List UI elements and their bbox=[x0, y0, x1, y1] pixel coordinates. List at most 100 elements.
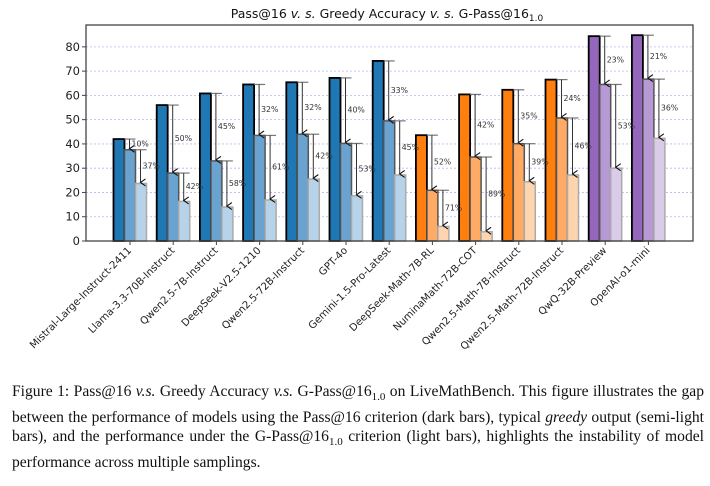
bar-semi-light bbox=[555, 117, 569, 242]
y-tick-label: 50 bbox=[65, 113, 80, 127]
bar-semi-light bbox=[598, 83, 612, 242]
drop-label: 23% bbox=[607, 55, 624, 64]
bar-light bbox=[653, 137, 666, 242]
drop-arrows: 10% 37% 50% 42% 45% 58% 32% 61% 32% 42% 40% 53% 33% 4… bbox=[124, 34, 678, 235]
bar-semi-light bbox=[642, 78, 655, 242]
drop-label: 32% bbox=[304, 103, 321, 112]
bar-semi-light bbox=[123, 148, 137, 242]
x-axis: Mistral-Large-Instruct-2411Llama-3.3-70B… bbox=[28, 241, 653, 353]
caption-label: Figure 1: bbox=[12, 383, 70, 400]
title-vs-1: v. s. bbox=[291, 6, 316, 21]
bar-dark bbox=[631, 34, 644, 242]
bar-light bbox=[437, 225, 450, 242]
caption-vs: v.s. bbox=[135, 383, 156, 400]
bar-dark bbox=[285, 81, 299, 242]
bar-semi-light bbox=[512, 142, 526, 242]
y-tick-label: 60 bbox=[65, 88, 80, 102]
bar-semi-light bbox=[296, 133, 310, 242]
caption-subscript: 1.0 bbox=[328, 436, 343, 449]
drop-label: 32% bbox=[261, 105, 278, 114]
drop-label: 58% bbox=[229, 179, 246, 188]
bar-semi-light bbox=[210, 160, 223, 242]
bar-dark bbox=[371, 60, 385, 242]
drop-label: 45% bbox=[402, 143, 419, 152]
drop-label: 33% bbox=[391, 86, 408, 95]
drop-label: 21% bbox=[650, 52, 667, 61]
x-tick-label: NuminaMath-72B-COT bbox=[392, 245, 481, 334]
bar-light bbox=[566, 174, 580, 242]
x-tick-label: DeepSeek-V2.5-1210 bbox=[180, 245, 264, 329]
bar-chart: Pass@16 v. s. Greedy Accuracy v. s. G-Pa… bbox=[28, 6, 694, 353]
bar-semi-light bbox=[469, 156, 482, 242]
drop-label: 61% bbox=[272, 163, 289, 172]
caption-text: Pass@16 bbox=[69, 383, 136, 400]
drop-label: 37% bbox=[143, 162, 160, 171]
drop-label: 53% bbox=[359, 165, 376, 174]
bar-light bbox=[307, 178, 321, 242]
figure-caption: Figure 1: Pass@16 v.s. Greedy Accuracy v… bbox=[12, 382, 704, 472]
drop-label: 24% bbox=[564, 94, 581, 103]
drop-label: 40% bbox=[348, 106, 365, 115]
bar-semi-light bbox=[382, 120, 396, 242]
plot-frame bbox=[85, 24, 694, 242]
bar-semi-light bbox=[426, 189, 439, 242]
title-vs-2: v. s. bbox=[430, 6, 455, 21]
caption-text: criterion (light bars), highlights the i… bbox=[12, 428, 704, 471]
y-tick-label: 10 bbox=[65, 210, 80, 224]
x-tick-label: Qwen2.5-72B-Instruct bbox=[220, 245, 307, 332]
drop-label: 42% bbox=[186, 182, 203, 191]
bar-dark bbox=[242, 83, 256, 242]
bar-dark bbox=[112, 138, 126, 242]
x-tick-label: Qwen2.5-7B-Instruct bbox=[138, 245, 220, 327]
bar-light bbox=[264, 199, 277, 242]
drop-label: 53% bbox=[618, 121, 635, 130]
drop-label: 36% bbox=[661, 104, 678, 113]
drop-label: 50% bbox=[175, 134, 192, 143]
caption-text: Greedy Accuracy bbox=[155, 383, 274, 400]
drop-label: 89% bbox=[488, 189, 505, 198]
title-prefix: Pass@16 bbox=[231, 6, 291, 21]
caption-subscript: 1.0 bbox=[371, 391, 386, 404]
title-middle: Greedy Accuracy bbox=[316, 6, 430, 21]
x-tick-label: GPT-4o bbox=[317, 245, 350, 278]
bar-light bbox=[609, 167, 623, 242]
y-axis: 0 10 20 30 40 50 60 70 80 bbox=[65, 40, 86, 248]
bar-semi-light bbox=[339, 142, 353, 242]
y-tick-label: 40 bbox=[65, 137, 80, 151]
drop-label: 71% bbox=[445, 203, 462, 212]
bar-light bbox=[350, 195, 364, 242]
bar-semi-light bbox=[166, 172, 180, 242]
bar-light bbox=[134, 182, 148, 242]
bar-dark bbox=[587, 35, 601, 242]
caption-text: G-Pass@16 bbox=[293, 383, 372, 400]
y-tick-label: 80 bbox=[65, 40, 80, 54]
y-tick-label: 70 bbox=[65, 64, 80, 78]
y-tick-label: 30 bbox=[65, 161, 80, 175]
drop-label: 46% bbox=[575, 141, 592, 150]
caption-greedy-emphasis: greedy bbox=[545, 408, 588, 426]
x-tick-label: Llama-3.3-70B-Instruct bbox=[87, 245, 178, 336]
bar-dark bbox=[501, 88, 515, 242]
bar-light bbox=[221, 206, 234, 242]
bar-dark bbox=[458, 93, 472, 242]
drop-label: 45% bbox=[218, 122, 235, 131]
bars bbox=[112, 34, 666, 242]
bar-light bbox=[393, 174, 407, 242]
bar-light bbox=[177, 200, 191, 242]
caption-vs: v.s. bbox=[273, 383, 294, 400]
drop-label: 52% bbox=[434, 158, 451, 167]
chart-title: Pass@16 v. s. Greedy Accuracy v. s. G-Pa… bbox=[231, 6, 544, 24]
drop-label: 42% bbox=[477, 121, 494, 130]
bar-semi-light bbox=[253, 134, 266, 242]
drop-label: 39% bbox=[531, 158, 548, 167]
bar-light bbox=[480, 231, 493, 242]
caption-text: output (semi-light bars), and the perfor… bbox=[12, 408, 705, 446]
drop-label: 42% bbox=[315, 152, 332, 161]
bar-dark bbox=[198, 92, 212, 242]
x-tick-label: DeepSeek-Math-7B-RL bbox=[348, 245, 437, 334]
caption-text: on LiveMathBench. This figure illustrate… bbox=[12, 383, 704, 426]
title-subscript: 1.0 bbox=[529, 14, 544, 24]
bar-dark bbox=[155, 104, 169, 242]
bar-light bbox=[523, 181, 537, 242]
title-suffix: G-Pass@16 bbox=[455, 6, 529, 21]
